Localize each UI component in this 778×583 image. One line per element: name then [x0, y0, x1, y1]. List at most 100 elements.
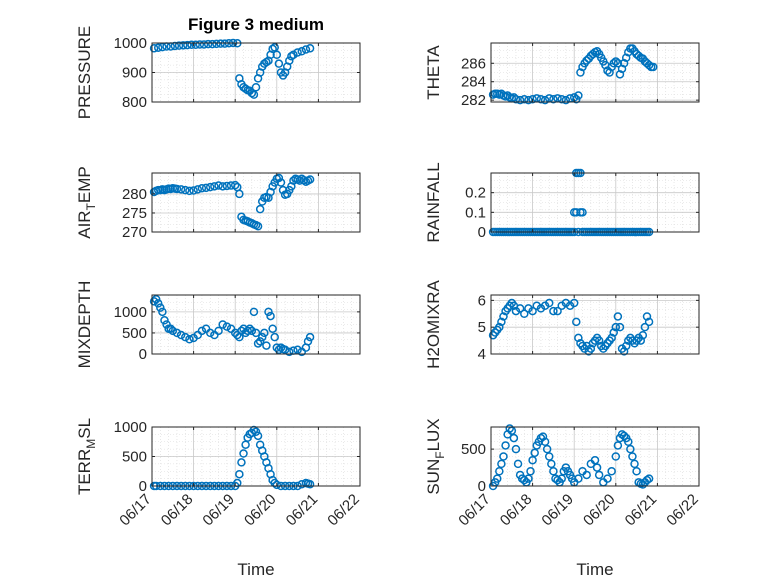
data-point — [305, 332, 315, 342]
data-point — [495, 467, 504, 476]
data-point — [501, 441, 510, 450]
axes-box — [490, 426, 700, 487]
data-point — [249, 307, 259, 317]
data-point — [201, 183, 211, 193]
subplot-mixdepth: 0 500 1000 MIXDEPTH — [75, 281, 361, 368]
data-point — [605, 68, 614, 77]
data-point — [251, 83, 261, 92]
data-point — [214, 326, 223, 336]
data-point — [621, 341, 631, 351]
data-point — [181, 332, 190, 342]
data-point — [572, 208, 581, 217]
data-point — [542, 444, 552, 454]
data-point — [272, 480, 282, 490]
data-point — [607, 333, 616, 343]
data-point — [205, 182, 215, 192]
data-point — [197, 326, 207, 336]
data-point — [239, 324, 248, 333]
data-point — [557, 474, 566, 483]
data-point — [160, 316, 169, 325]
y-axis-label: AIRTEMP — [75, 166, 98, 239]
data-point — [214, 181, 223, 190]
data-point — [249, 90, 259, 99]
data-point — [199, 40, 209, 49]
data-point — [549, 306, 558, 316]
data-point — [520, 309, 529, 319]
plot-area — [491, 173, 699, 232]
data-point — [274, 59, 284, 68]
x-tick-label: 06/17 — [116, 491, 155, 530]
data-point — [594, 336, 604, 345]
x-axis-label-right: Time — [576, 560, 613, 579]
data-point — [520, 475, 529, 485]
data-point — [524, 95, 533, 105]
data-point — [540, 95, 550, 105]
data-point — [640, 322, 650, 332]
data-point — [230, 180, 240, 190]
subplot-terr-msl: 0 500 1000 TERRMSL 06/17 06/18 06/19 06/20 06/21… — [75, 418, 363, 529]
data-point — [528, 306, 537, 316]
data-point — [222, 322, 232, 331]
data-point — [172, 328, 182, 338]
data-point — [544, 452, 554, 461]
y-axis-label: THETA — [424, 45, 443, 100]
data-point — [237, 326, 246, 336]
data-point — [619, 431, 629, 441]
data-point — [166, 324, 175, 333]
data-point — [168, 326, 178, 336]
data-point — [287, 52, 296, 61]
data-point — [590, 455, 600, 465]
data-point — [553, 306, 562, 316]
subplot-sun-flux: 0 500 SUNFLUX 06/17 06/18 06/19 06/20 06/21 06/2… — [424, 418, 702, 529]
data-point — [586, 344, 596, 353]
data-point — [611, 57, 621, 66]
data-point — [557, 94, 566, 104]
axes-box — [490, 294, 700, 355]
data-point — [262, 57, 271, 67]
data-point — [274, 345, 284, 355]
data-point — [249, 425, 259, 435]
data-point — [251, 328, 261, 338]
data-point — [603, 474, 612, 483]
data-point — [301, 45, 311, 54]
y-tick-label: 900 — [122, 65, 147, 82]
y-tick-label: 1000 — [114, 419, 147, 436]
y-tick-label: 0 — [478, 478, 486, 495]
data-point — [156, 303, 165, 312]
data-point — [289, 176, 298, 185]
y-tick-label: 280 — [122, 186, 147, 203]
x-axis-label-left: Time — [237, 560, 274, 579]
data-point — [235, 469, 244, 479]
data-point — [266, 311, 275, 321]
data-point — [613, 312, 623, 321]
data-point — [497, 459, 506, 469]
plot-area — [491, 43, 699, 102]
x-tick-label: 06/22 — [324, 491, 363, 530]
data-point — [561, 95, 571, 105]
data-point — [499, 312, 508, 321]
data-point — [547, 459, 556, 469]
x-tick-label: 06/18 — [158, 491, 197, 530]
data-point — [205, 328, 215, 338]
data-point — [251, 427, 261, 436]
data-point — [615, 70, 625, 79]
y-axis-label: TERRMSL — [75, 418, 98, 495]
data-point — [220, 39, 230, 48]
data-point — [569, 298, 579, 308]
x-tick-label: 06/21 — [622, 491, 661, 530]
axes-box — [151, 294, 361, 355]
y-tick-label: 500 — [122, 449, 147, 466]
data-point — [174, 41, 184, 50]
y-tick-label: 282 — [461, 92, 486, 109]
data-point — [511, 94, 521, 104]
data-point — [619, 59, 629, 68]
data-point — [526, 467, 535, 476]
data-point — [492, 474, 502, 483]
data-point — [235, 189, 244, 199]
subplot-pressure: 800 900 1000 PRESSURE — [75, 26, 361, 119]
data-point — [191, 40, 200, 50]
data-point — [260, 328, 269, 338]
data-point — [149, 44, 159, 53]
data-point — [222, 181, 232, 191]
data-point — [613, 441, 623, 450]
